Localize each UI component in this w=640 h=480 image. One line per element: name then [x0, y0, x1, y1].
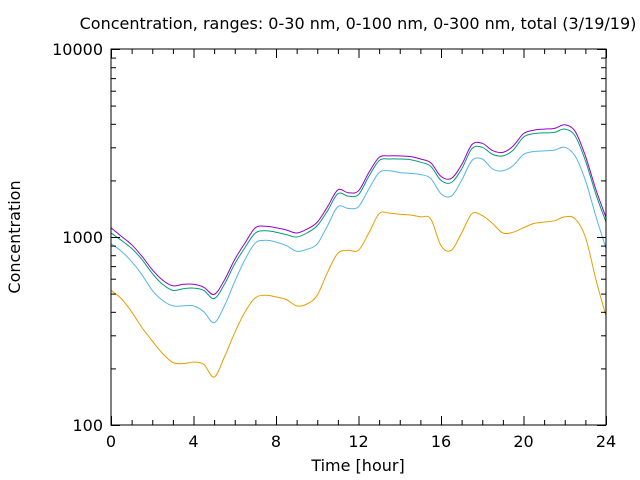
x-tick-label: 12 — [348, 432, 368, 451]
x-tick-label: 16 — [431, 432, 451, 451]
ticks-layer: 0 4 8 12 16 20 24 100 1000 10000 — [52, 40, 616, 451]
series-line-2 — [111, 128, 606, 300]
x-tick-label: 8 — [271, 432, 281, 451]
y-tick-label: 10000 — [52, 40, 103, 59]
x-tick-label: 4 — [188, 432, 198, 451]
series-line-3 — [111, 124, 606, 296]
x-tick-label: 0 — [106, 432, 116, 451]
y-tick-label: 100 — [72, 416, 103, 435]
series-line-0 — [111, 211, 606, 378]
x-axis-label: Time [hour] — [310, 456, 404, 475]
y-axis-label: Concentration — [5, 180, 24, 293]
chart-title: Concentration, ranges: 0-30 nm, 0-100 nm… — [80, 14, 637, 33]
series-layer — [111, 124, 606, 378]
plot-frame — [110, 48, 607, 426]
x-tick-label: 20 — [513, 432, 533, 451]
y-tick-label: 1000 — [62, 228, 103, 247]
x-tick-label: 24 — [596, 432, 616, 451]
series-line-1 — [111, 146, 606, 324]
